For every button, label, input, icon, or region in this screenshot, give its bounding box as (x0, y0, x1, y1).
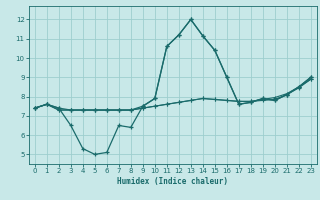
X-axis label: Humidex (Indice chaleur): Humidex (Indice chaleur) (117, 177, 228, 186)
